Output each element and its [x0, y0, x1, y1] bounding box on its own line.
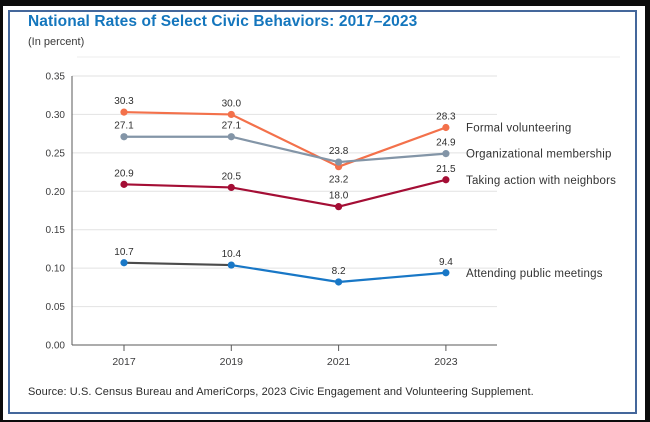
- chart-subtitle: (In percent): [28, 36, 85, 48]
- data-point: [120, 133, 128, 141]
- y-axis-tick-label: 0.05: [46, 302, 66, 313]
- data-point: [442, 269, 450, 277]
- series-line-segment: [337, 271, 447, 284]
- data-point: [335, 158, 343, 166]
- data-point-label: 20.9: [114, 168, 134, 179]
- series-line-segment: [230, 263, 340, 284]
- data-point: [442, 176, 450, 184]
- data-point-label: 18.0: [329, 191, 349, 202]
- page-background: [3, 6, 645, 420]
- y-axis-tick-label: 0.20: [46, 187, 66, 198]
- data-point-label: 28.3: [436, 111, 456, 122]
- legend-label: Formal volunteering: [466, 122, 571, 134]
- data-point-label: 23.2: [329, 175, 349, 186]
- series-line-segment: [122, 183, 233, 189]
- data-point: [442, 123, 450, 132]
- data-point-label: 27.1: [114, 121, 134, 132]
- data-point-label: 20.5: [222, 171, 242, 182]
- x-axis-tick-label: 2023: [434, 356, 458, 368]
- data-point: [227, 110, 235, 119]
- x-axis-tick-label: 2019: [220, 356, 244, 368]
- series-line-segment: [230, 135, 340, 164]
- x-axis-tick-label: 2017: [112, 356, 136, 368]
- series-line-segment: [337, 152, 447, 164]
- y-axis-tick-label: 0.35: [46, 72, 66, 83]
- data-point-label: 27.1: [222, 121, 242, 132]
- data-point: [227, 133, 235, 141]
- series-line-segment: [122, 261, 233, 267]
- legend-label: Taking action with neighbors: [466, 175, 616, 187]
- data-point: [120, 259, 128, 267]
- series-line-segment: [230, 186, 340, 208]
- data-point: [442, 150, 450, 158]
- source-citation: Source: U.S. Census Bureau and AmeriCorp…: [28, 386, 534, 398]
- data-point-label: 30.0: [222, 98, 242, 109]
- y-axis-tick-label: 0.30: [46, 110, 66, 121]
- y-axis-tick-label: 0.25: [46, 148, 66, 159]
- data-point-label: 30.3: [114, 96, 134, 107]
- series-line-segment: [337, 178, 447, 208]
- y-axis-tick-label: 0.10: [46, 264, 66, 275]
- series-line-segment: [122, 111, 233, 116]
- data-point: [335, 278, 343, 286]
- data-point-label: 10.4: [222, 249, 242, 260]
- data-point: [120, 108, 128, 116]
- data-point-label: 8.2: [332, 266, 346, 277]
- chart-title: National Rates of Select Civic Behaviors…: [28, 13, 418, 30]
- data-point: [227, 261, 235, 269]
- data-point: [120, 180, 128, 188]
- data-point-label: 21.5: [436, 164, 456, 175]
- data-point-label: 24.9: [436, 138, 456, 149]
- y-axis-tick-label: 0.15: [46, 225, 66, 236]
- data-point-label: 10.7: [114, 247, 134, 258]
- data-point: [335, 203, 343, 211]
- legend-label: Organizational membership: [466, 149, 612, 161]
- y-axis-tick-label: 0.00: [46, 341, 66, 352]
- legend-label: Attending public meetings: [466, 268, 603, 280]
- x-axis-tick-label: 2021: [327, 356, 351, 368]
- data-point-label: 23.8: [329, 146, 349, 157]
- data-point: [227, 183, 235, 192]
- data-point-label: 9.4: [439, 257, 453, 268]
